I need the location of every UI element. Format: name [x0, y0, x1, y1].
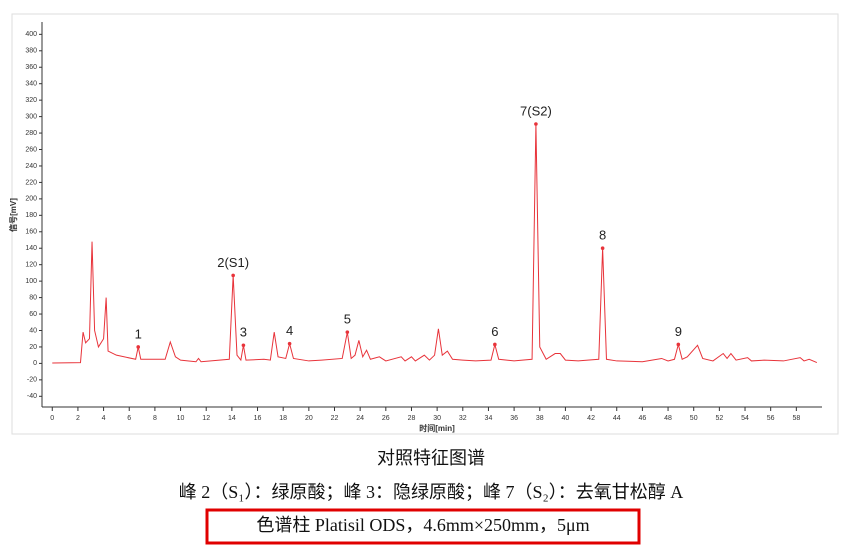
y-tick-label: 260 — [25, 146, 37, 153]
peak-label: 5 — [344, 312, 351, 327]
y-tick-label: 400 — [25, 31, 37, 38]
y-tick-label: -20 — [27, 377, 37, 384]
y-tick-label: 240 — [25, 163, 37, 170]
x-tick-label: 2 — [76, 415, 80, 422]
x-tick-label: 18 — [279, 415, 287, 422]
chart-frame — [11, 13, 839, 435]
y-tick-label: 220 — [25, 179, 37, 186]
x-tick-label: 14 — [228, 415, 236, 422]
y-tick-label: 140 — [25, 245, 37, 252]
y-tick-label: -40 — [27, 393, 37, 400]
peak-label: 7(S2) — [520, 103, 552, 118]
peak-label: 3 — [240, 325, 247, 340]
x-tick-label: 0 — [50, 415, 54, 422]
x-tick-label: 34 — [485, 415, 493, 422]
x-tick-label: 54 — [741, 415, 749, 422]
x-tick-label: 8 — [153, 415, 157, 422]
y-axis-label: 信号[mV] — [8, 198, 18, 232]
peak-marker — [287, 341, 292, 346]
y-tick-label: 120 — [25, 262, 37, 269]
peak-marker — [136, 345, 141, 349]
y-tick-label: 320 — [25, 97, 37, 104]
peak-label: 1 — [135, 326, 142, 341]
trace — [52, 124, 818, 364]
x-tick-label: 44 — [613, 415, 621, 422]
caption-peaks: 峰 2（S₁）：绿原酸；峰 3：隐绿原酸；峰 7（S₂）：去氧甘松醇 A — [179, 482, 684, 502]
x-tick-label: 56 — [767, 415, 775, 422]
peak-label: 6 — [491, 324, 498, 339]
y-tick-label: 360 — [25, 64, 37, 71]
caption-column: 色谱柱 Platisil ODS，4.6mm×250mm，5μm — [256, 515, 589, 535]
peak-marker — [600, 246, 605, 251]
peak-marker — [676, 342, 681, 347]
x-tick-label: 4 — [102, 415, 106, 422]
y-tick-label: 40 — [29, 327, 37, 334]
highlight-box — [205, 508, 641, 545]
x-tick-label: 12 — [202, 415, 210, 422]
x-tick-label: 22 — [331, 415, 339, 422]
x-tick-label: 52 — [715, 415, 723, 422]
y-tick-label: 80 — [29, 294, 37, 301]
peak-marker — [345, 330, 350, 334]
caption-title: 对照特征图谱 — [377, 448, 485, 468]
x-tick-label: 36 — [510, 415, 518, 422]
x-tick-label: 48 — [664, 415, 672, 422]
peak-label: 8 — [599, 228, 606, 243]
x-tick-label: 20 — [305, 415, 313, 422]
x-tick-label: 50 — [690, 415, 698, 422]
x-tick-label: 58 — [792, 415, 800, 422]
x-tick-label: 40 — [562, 415, 570, 422]
x-tick-label: 38 — [536, 415, 544, 422]
y-tick-label: 100 — [25, 278, 37, 285]
x-tick-label: 46 — [638, 415, 646, 422]
peak-label: 2(S1) — [217, 255, 249, 270]
x-axis-label: 时间[min] — [419, 423, 455, 433]
y-tick-label: 200 — [25, 196, 37, 203]
y-tick-label: 160 — [25, 229, 37, 236]
peak-label: 9 — [675, 324, 682, 339]
x-tick-label: 28 — [408, 415, 416, 422]
peak-marker — [534, 122, 538, 126]
x-tick-label: 30 — [433, 415, 441, 422]
y-tick-label: 0 — [33, 360, 37, 367]
y-tick-label: 380 — [25, 48, 37, 55]
x-tick-label: 26 — [382, 415, 390, 422]
y-tick-label: 340 — [25, 81, 37, 88]
y-tick-label: 60 — [29, 311, 37, 318]
peak-marker — [231, 273, 235, 278]
x-tick-label: 10 — [177, 415, 185, 422]
y-tick-label: 280 — [25, 130, 37, 137]
x-tick-label: 32 — [459, 415, 467, 422]
peak-label: 4 — [286, 323, 293, 338]
y-tick-label: 300 — [25, 113, 37, 120]
y-tick-label: 20 — [29, 344, 37, 351]
x-tick-label: 42 — [587, 415, 595, 422]
x-tick-label: 6 — [127, 415, 131, 422]
x-tick-label: 24 — [356, 415, 364, 422]
peak-marker — [493, 342, 497, 347]
x-tick-label: 16 — [254, 415, 262, 422]
y-tick-label: 180 — [25, 212, 37, 219]
peak-marker — [241, 343, 246, 348]
